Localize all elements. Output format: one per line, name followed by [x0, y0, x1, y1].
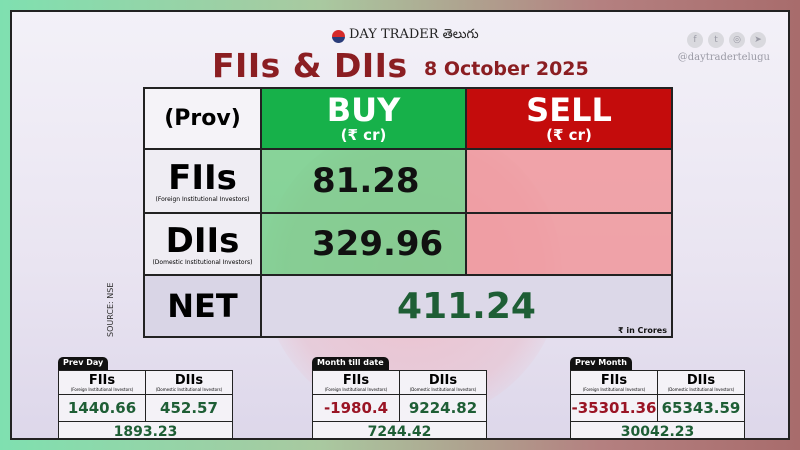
fii-header: FIIs (Foreign Institutional Investors) — [570, 370, 658, 395]
flows-table: (Prov) BUY (₹ cr) SELL (₹ cr) FIIs (Foreign… — [143, 87, 673, 338]
dii-buy: 329.96 — [260, 212, 467, 276]
dii-header: DIIs (Domestic Institutional Investors) — [399, 370, 487, 395]
dii-sub: (Domestic Institutional Investors) — [155, 386, 223, 392]
telegram-icon[interactable]: ➤ — [750, 32, 766, 48]
dii-label: DIIs — [428, 372, 458, 388]
fii-value: -1980.4 — [312, 394, 400, 422]
buy-unit: (₹ cr) — [340, 125, 387, 144]
total-value: 1893.23 — [58, 421, 233, 438]
buy-label: BUY — [326, 90, 401, 129]
fii-label: FIIs — [600, 372, 628, 388]
sell-label: SELL — [526, 90, 612, 129]
summary-table: FIIs (Foreign Institutional Investors) DI… — [570, 370, 745, 438]
total-value: 7244.42 — [312, 421, 487, 438]
dii-value: 9224.82 — [399, 394, 487, 422]
buy-header: BUY (₹ cr) — [260, 87, 467, 150]
facebook-icon[interactable]: f — [687, 32, 703, 48]
sell-unit: (₹ cr) — [546, 125, 592, 144]
prov-label: (Prov) — [143, 87, 262, 150]
fii-sub: (Foreign Institutional Investors) — [155, 195, 250, 203]
fii-label-cell: FIIs (Foreign Institutional Investors) — [143, 148, 262, 214]
total-value: 30042.23 — [570, 421, 745, 438]
fii-sub: (Foreign Institutional Investors) — [582, 386, 646, 392]
net-value: 411.24 — [397, 285, 536, 327]
summary-table: FIIs (Foreign Institutional Investors) DI… — [58, 370, 233, 438]
summary-month-till-date: Month till date FIIs (Foreign Institution… — [312, 350, 487, 438]
dii-label: DIIs — [174, 372, 204, 388]
twitter-icon[interactable]: t — [708, 32, 724, 48]
net-label: NET — [143, 274, 262, 338]
social-icons: f t ◎ ➤ — [687, 32, 766, 48]
dii-value: 65343.59 — [657, 394, 745, 422]
fii-sub: (Foreign Institutional Investors) — [324, 386, 388, 392]
dii-label-cell: DIIs (Domestic Institutional Investors) — [143, 212, 262, 276]
summary-tab: Prev Month — [570, 357, 632, 370]
brand: DAY TRADER తెలుగు — [332, 27, 479, 45]
summary-prev-day: Prev Day FIIs (Foreign Institutional Inve… — [58, 350, 233, 438]
fii-buy: 81.28 — [260, 148, 467, 214]
dii-sub: (Domestic Institutional Investors) — [667, 386, 735, 392]
net-cell: 411.24 ₹ in Crores — [260, 274, 673, 338]
fii-value: 1440.66 — [58, 394, 146, 422]
unit-note: ₹ in Crores — [617, 326, 667, 335]
fii-label: FIIs — [168, 157, 237, 198]
dii-sub: (Domestic Institutional Investors) — [152, 258, 253, 266]
summary-tab: Prev Day — [58, 357, 109, 370]
dii-header: DIIs (Domestic Institutional Investors) — [657, 370, 745, 395]
dii-label: DIIs — [686, 372, 716, 388]
brand-logo-icon — [332, 29, 345, 43]
fii-label: FIIs — [88, 372, 116, 388]
fii-sell — [465, 148, 673, 214]
summary-table: FIIs (Foreign Institutional Investors) DI… — [312, 370, 487, 438]
summary-prev-month: Prev Month FIIs (Foreign Institutional In… — [570, 350, 745, 438]
fii-sub: (Foreign Institutional Investors) — [70, 386, 134, 392]
fii-value: -35301.36 — [570, 394, 658, 422]
fii-header: FIIs (Foreign Institutional Investors) — [312, 370, 400, 395]
summary-tab: Month till date — [312, 357, 389, 370]
page-title: FIIs & DIIs — [212, 46, 408, 85]
social-handle: @daytradertelugu — [677, 52, 770, 63]
dii-header: DIIs (Domestic Institutional Investors) — [145, 370, 233, 395]
dii-sub: (Domestic Institutional Investors) — [409, 386, 477, 392]
dii-sell — [465, 212, 673, 276]
instagram-icon[interactable]: ◎ — [729, 32, 745, 48]
brand-name: DAY TRADER తెలుగు — [349, 27, 479, 42]
sell-header: SELL (₹ cr) — [465, 87, 673, 150]
infographic-card: DAY TRADER తెలుగు f t ◎ ➤ @daytradertelugu … — [10, 10, 790, 440]
page-date: 8 October 2025 — [424, 58, 589, 80]
dii-label: DIIs — [165, 220, 240, 261]
source-label: SOURCE: NSE — [106, 282, 115, 337]
dii-value: 452.57 — [145, 394, 233, 422]
fii-label: FIIs — [342, 372, 370, 388]
fii-header: FIIs (Foreign Institutional Investors) — [58, 370, 146, 395]
